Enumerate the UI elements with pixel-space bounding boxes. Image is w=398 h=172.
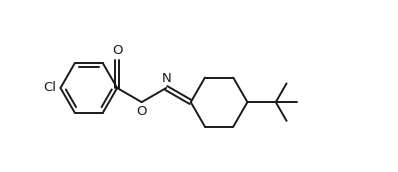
Text: O: O (112, 44, 123, 57)
Text: N: N (161, 72, 171, 85)
Text: Cl: Cl (43, 82, 56, 94)
Text: O: O (137, 105, 147, 118)
